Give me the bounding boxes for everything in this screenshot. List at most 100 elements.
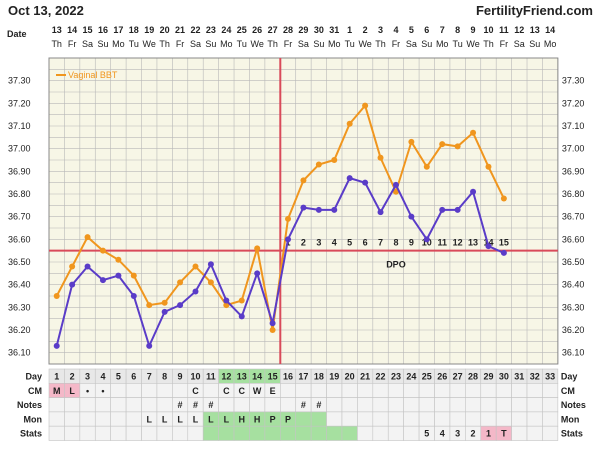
table-cell-value: #	[316, 400, 321, 410]
table-cell	[465, 397, 482, 413]
series-point-1	[300, 177, 307, 184]
weekday-label: Tu	[129, 39, 139, 49]
day-number: 18	[314, 372, 324, 382]
table-cell-value: W	[253, 386, 262, 396]
table-cell	[279, 397, 297, 413]
table-cell	[387, 411, 404, 427]
day-number: 32	[530, 372, 540, 382]
series-point-1	[485, 163, 492, 170]
table-cell	[387, 382, 404, 398]
series-point-2	[269, 320, 276, 327]
day-number: 3	[85, 372, 90, 382]
table-cell-value: L	[146, 414, 152, 424]
table-cell-value: P	[270, 414, 276, 424]
table-cell-value: L	[193, 414, 199, 424]
series-point-2	[439, 206, 446, 213]
y-tick-label-left: 36.50	[8, 257, 31, 267]
table-cell	[495, 382, 512, 398]
table-cell	[511, 397, 528, 413]
table-cell	[295, 411, 312, 427]
series-point-2	[300, 204, 307, 211]
table-cell	[125, 411, 142, 427]
date-label: 4	[393, 25, 398, 35]
table-cell	[295, 382, 312, 398]
table-cell	[542, 382, 559, 398]
weekday-label: Su	[421, 39, 432, 49]
table-cell-value: L	[162, 414, 168, 424]
table-cell	[387, 397, 404, 413]
table-cell	[403, 425, 420, 441]
table-cell	[480, 397, 497, 413]
table-cell	[511, 411, 528, 427]
series-point-1	[192, 263, 199, 270]
table-cell	[141, 425, 158, 441]
table-cell	[110, 411, 127, 427]
table-cell	[233, 425, 250, 441]
date-label: 19	[144, 25, 154, 35]
dpo-number: 11	[437, 238, 447, 248]
weekday-label: Su	[529, 39, 540, 49]
day-number: 25	[422, 372, 432, 382]
weekday-label: Su	[313, 39, 324, 49]
table-cell	[449, 382, 466, 398]
site-name[interactable]: FertilityFriend.com	[476, 3, 593, 18]
table-cell	[526, 425, 543, 441]
series-point-1	[377, 154, 384, 161]
table-cell	[64, 397, 81, 413]
table-cell	[511, 425, 528, 441]
series-point-1	[207, 279, 214, 286]
date-label: 27	[268, 25, 278, 35]
weekday-label: Th	[267, 39, 278, 49]
date-label: 15	[83, 25, 93, 35]
dpo-label: DPO	[386, 260, 406, 270]
series-point-1	[223, 302, 230, 309]
weekday-label: Th	[159, 39, 170, 49]
date-label: 6	[424, 25, 429, 35]
table-cell	[418, 382, 435, 398]
table-cell	[202, 425, 219, 441]
day-number: 14	[252, 372, 262, 382]
y-tick-label-right: 36.20	[562, 325, 585, 335]
table-cell-value: 4	[440, 429, 445, 439]
date-label: 17	[113, 25, 123, 35]
chart-date-title: Oct 13, 2022	[8, 3, 84, 18]
y-tick-label-left: 36.40	[8, 280, 31, 290]
series-line-2	[55, 176, 505, 349]
date-label: 29	[298, 25, 308, 35]
table-cell	[264, 425, 281, 441]
date-label: 5	[409, 25, 414, 35]
table-cell-value: M	[53, 386, 61, 396]
table-cell	[526, 382, 543, 398]
date-label: 28	[283, 25, 293, 35]
table-cell	[141, 382, 158, 398]
table-cell-value: T	[501, 429, 507, 439]
table-cell	[403, 411, 420, 427]
table-cell	[310, 425, 327, 441]
weekday-label: We	[466, 39, 479, 49]
series-point-1	[439, 141, 446, 148]
y-tick-label-left: 37.20	[8, 98, 31, 108]
table-cell	[357, 397, 374, 413]
table-cell	[48, 411, 65, 427]
table-cell	[264, 397, 281, 413]
day-number: 17	[298, 372, 308, 382]
series-point-2	[207, 261, 214, 268]
dpo-number: 12	[453, 238, 463, 248]
table-cell	[418, 397, 435, 413]
y-tick-label-right: 37.20	[562, 98, 585, 108]
y-tick-label-left: 36.10	[8, 348, 31, 358]
y-tick-label-left: 37.00	[8, 144, 31, 154]
table-cell	[94, 397, 111, 413]
date-label: 12	[514, 25, 524, 35]
series-point-1	[84, 234, 91, 241]
series-point-2	[470, 188, 477, 195]
y-tick-label-right: 36.30	[562, 302, 585, 312]
date-label: 9	[471, 25, 476, 35]
day-number: 22	[376, 372, 386, 382]
dpo-number: 10	[422, 238, 432, 248]
day-number: 12	[221, 372, 231, 382]
table-cell	[64, 411, 81, 427]
weekday-label: Fr	[284, 39, 293, 49]
table-cell	[310, 411, 327, 427]
